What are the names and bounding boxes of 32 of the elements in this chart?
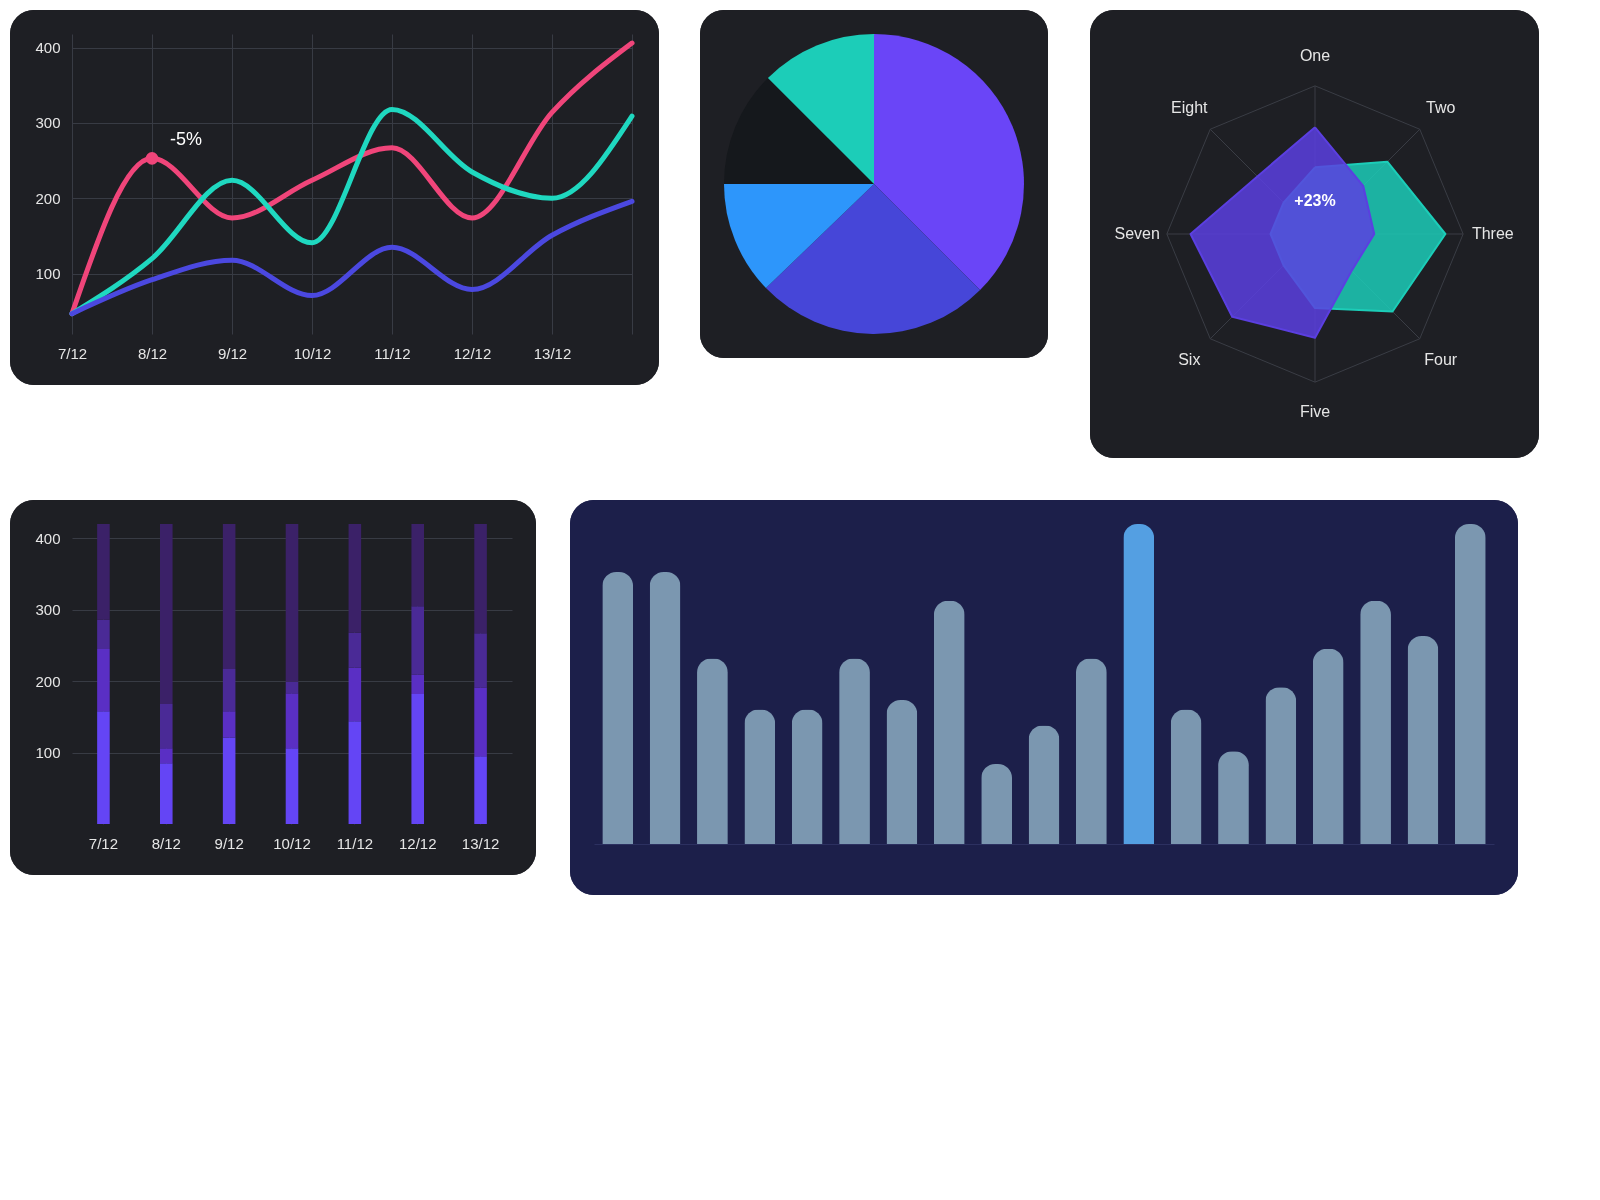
x-tick-label: 7/12 — [88, 834, 119, 852]
spoke-label: Seven — [1114, 225, 1160, 242]
spoke-label: Four — [1424, 350, 1458, 368]
x-tick-label: 10/12 — [273, 834, 311, 852]
y-tick-label: 100 — [35, 744, 61, 762]
x-tick-label: 11/12 — [374, 344, 411, 362]
x-tick-label: 11/12 — [336, 834, 374, 852]
y-tick-label: 200 — [35, 189, 61, 207]
y-tick-label: 300 — [35, 601, 61, 619]
x-tick-label: 12/12 — [453, 344, 492, 362]
spoke-label: One — [1299, 47, 1331, 65]
x-tick-label: 10/12 — [293, 344, 332, 362]
x-tick-label: 9/12 — [214, 834, 244, 852]
x-tick-label: 8/12 — [137, 344, 168, 362]
spoke-label: Three — [1471, 225, 1514, 242]
y-tick-label: 400 — [35, 39, 61, 57]
text: +23% — [1294, 192, 1336, 210]
x-tick-label: 9/12 — [217, 344, 248, 362]
x-tick-label: 13/12 — [533, 344, 572, 362]
y-tick-label: 200 — [35, 672, 61, 690]
y-tick-label: 400 — [35, 529, 61, 547]
spoke-label: Two — [1426, 99, 1456, 117]
x-tick-label: 13/12 — [461, 834, 500, 852]
y-tick-label: 100 — [35, 265, 61, 283]
spoke-label: Eight — [1171, 99, 1209, 117]
x-tick-label: 7/12 — [57, 344, 88, 362]
y-tick-label: 300 — [35, 114, 61, 132]
annotation: -5% — [169, 129, 203, 150]
x-tick-label: 8/12 — [151, 834, 181, 852]
spoke-label: Five — [1299, 402, 1331, 420]
spoke-label: Six — [1178, 350, 1201, 368]
x-tick-label: 12/12 — [398, 834, 437, 852]
